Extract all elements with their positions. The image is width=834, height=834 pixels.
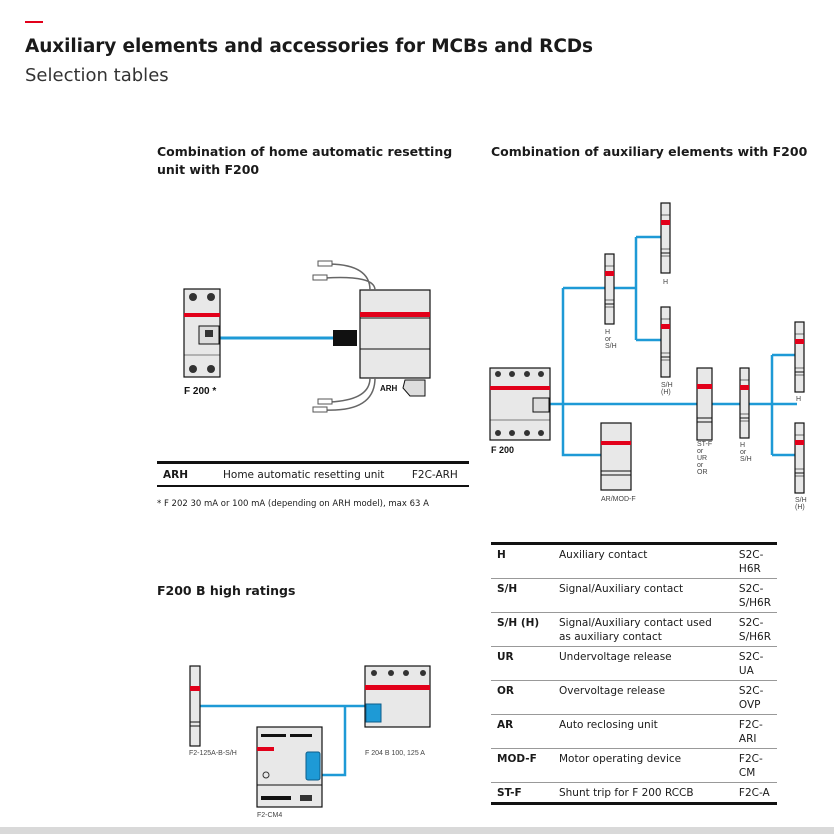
aux-table: H Auxiliary contact S2C-H6R S/H Signal/Auxil…: [491, 542, 777, 805]
table-row: MOD-F Motor operating device F2C-CM: [491, 749, 777, 783]
sh-h-module-right: [794, 422, 805, 494]
code-cell: OR: [497, 685, 515, 697]
aux-diagram: F 200 H H or S/H S/H (H) AR/MOD-F ST-F o…: [489, 202, 807, 511]
label-h-or-sh-2: or: [740, 449, 747, 456]
table-row: ST-F Shunt trip for F 200 RCCB F2C-A: [491, 783, 777, 804]
code-cell: S/H (H): [497, 617, 540, 629]
article-cell: S2C-S/H6R: [738, 617, 771, 643]
code-cell: AR: [497, 719, 514, 731]
label-st-ur-or: or: [697, 462, 704, 469]
aux-section-heading: Combination of auxiliary elements with F…: [491, 144, 808, 159]
high-ratings-diagram: F2-125A-B-S/H F 204 B 100, 125 A F2-CM4: [189, 665, 431, 819]
article-cell: F2C-A: [738, 787, 770, 799]
arh-table: ARH Home automatic resetting unit F2C-AR…: [157, 461, 469, 487]
code-cell: ST-F: [497, 787, 522, 799]
code-cell: ARH: [163, 469, 188, 481]
f200-2-module-device: [183, 288, 221, 378]
table-row: AR Auto reclosing unit F2C-ARI: [491, 715, 777, 749]
home-diagram: F 200 * ARH: [183, 260, 431, 413]
label-st-ur-or: or: [697, 448, 704, 455]
h-module-right: [794, 321, 805, 393]
f200-label: F 200: [491, 445, 514, 455]
st-ur-or-module: [696, 367, 713, 441]
article-cell: S2C-UA: [738, 651, 764, 677]
article-cell: S2C-OVP: [738, 685, 764, 711]
table-row: S/H Signal/Auxiliary contact S2C-S/H6R: [491, 579, 777, 613]
wires: [199, 704, 365, 777]
label-h-or-sh: H: [605, 329, 610, 336]
label-h-or-sh: S/H: [605, 343, 617, 350]
article-cell: F2C-ARI: [738, 719, 763, 745]
table-row: S/H (H) Signal/Auxiliary contact used as …: [491, 613, 777, 647]
article-cell: F2C-ARH: [411, 469, 458, 481]
sh-h-module-upper: [660, 306, 671, 378]
label-sh-h-upper: S/H: [661, 382, 673, 389]
label-st-ur-or: UR: [697, 455, 707, 462]
label-sh-h-upper: (H): [661, 389, 671, 396]
footnote: * F 202 30 mA or 100 mA (depending on AR…: [157, 499, 429, 509]
label-h-top: H: [663, 279, 668, 286]
label-st-ur-or: OR: [697, 469, 708, 476]
f2-cm4-motor-device: [256, 726, 323, 808]
f204-rcd-device: [364, 665, 431, 728]
label-h-or-sh: or: [605, 336, 612, 343]
description-cell: Motor operating device: [558, 753, 682, 765]
arh-unit: [312, 260, 431, 413]
h-or-sh-module-2: [739, 367, 750, 439]
description-cell: Auto reclosing unit: [558, 719, 658, 731]
page-subtitle: Selection tables: [25, 65, 169, 86]
label-rcd: F 204 B 100, 125 A: [365, 750, 425, 757]
table-row: OR Overvoltage release S2C-OVP: [491, 681, 777, 715]
high-section-heading: F200 B high ratings: [157, 583, 296, 598]
description-cell: Signal/Auxiliary contact: [558, 583, 684, 595]
label-h-or-sh-2: H: [740, 442, 745, 449]
code-cell: H: [497, 549, 506, 561]
code-cell: MOD-F: [497, 753, 537, 765]
f200-label: F 200 *: [184, 386, 216, 397]
description-cell: Auxiliary contact: [558, 549, 648, 561]
label-ar-mod-f: AR/MOD-F: [601, 496, 636, 503]
aux-contact-module: [189, 665, 201, 747]
h-module-top: [660, 202, 671, 274]
article-cell: S2C-H6R: [738, 549, 764, 575]
table-row: UR Undervoltage release S2C-UA: [491, 647, 777, 681]
wires: [550, 235, 797, 457]
description-cell: Signal/Auxiliary contact used as auxilia…: [558, 617, 712, 643]
label-motor: F2-CM4: [257, 812, 282, 819]
description-cell: Overvoltage release: [558, 685, 666, 697]
article-cell: S2C-S/H6R: [738, 583, 771, 609]
description-cell: Undervoltage release: [558, 651, 672, 663]
accent-dash: [25, 21, 43, 23]
table-row: ARH Home automatic resetting unit F2C-AR…: [157, 463, 469, 487]
description-cell: Shunt trip for F 200 RCCB: [558, 787, 694, 799]
label-h-right: H: [796, 396, 801, 403]
code-cell: S/H: [497, 583, 518, 595]
description-cell: Home automatic resetting unit: [223, 469, 385, 481]
label-aux: F2-125A-B-S/H: [189, 750, 237, 757]
article-cell: F2C-CM: [738, 753, 763, 779]
home-section-heading: Combination of home automatic resetting …: [157, 144, 453, 177]
label-sh-h-right: (H): [795, 504, 805, 511]
f200-4-module-device: [489, 367, 551, 441]
label-st-ur-or: ST-F: [697, 441, 712, 448]
table-row: H Auxiliary contact S2C-H6R: [491, 544, 777, 579]
footer-bar: [0, 827, 834, 834]
page-title: Auxiliary elements and accessories for M…: [25, 36, 593, 57]
arh-label: ARH: [380, 384, 398, 393]
h-or-sh-module: [604, 253, 615, 325]
code-cell: UR: [497, 651, 514, 663]
label-h-or-sh-2: S/H: [740, 456, 752, 463]
label-sh-h-right: S/H: [795, 497, 807, 504]
ar-mod-f-module: [600, 422, 632, 491]
